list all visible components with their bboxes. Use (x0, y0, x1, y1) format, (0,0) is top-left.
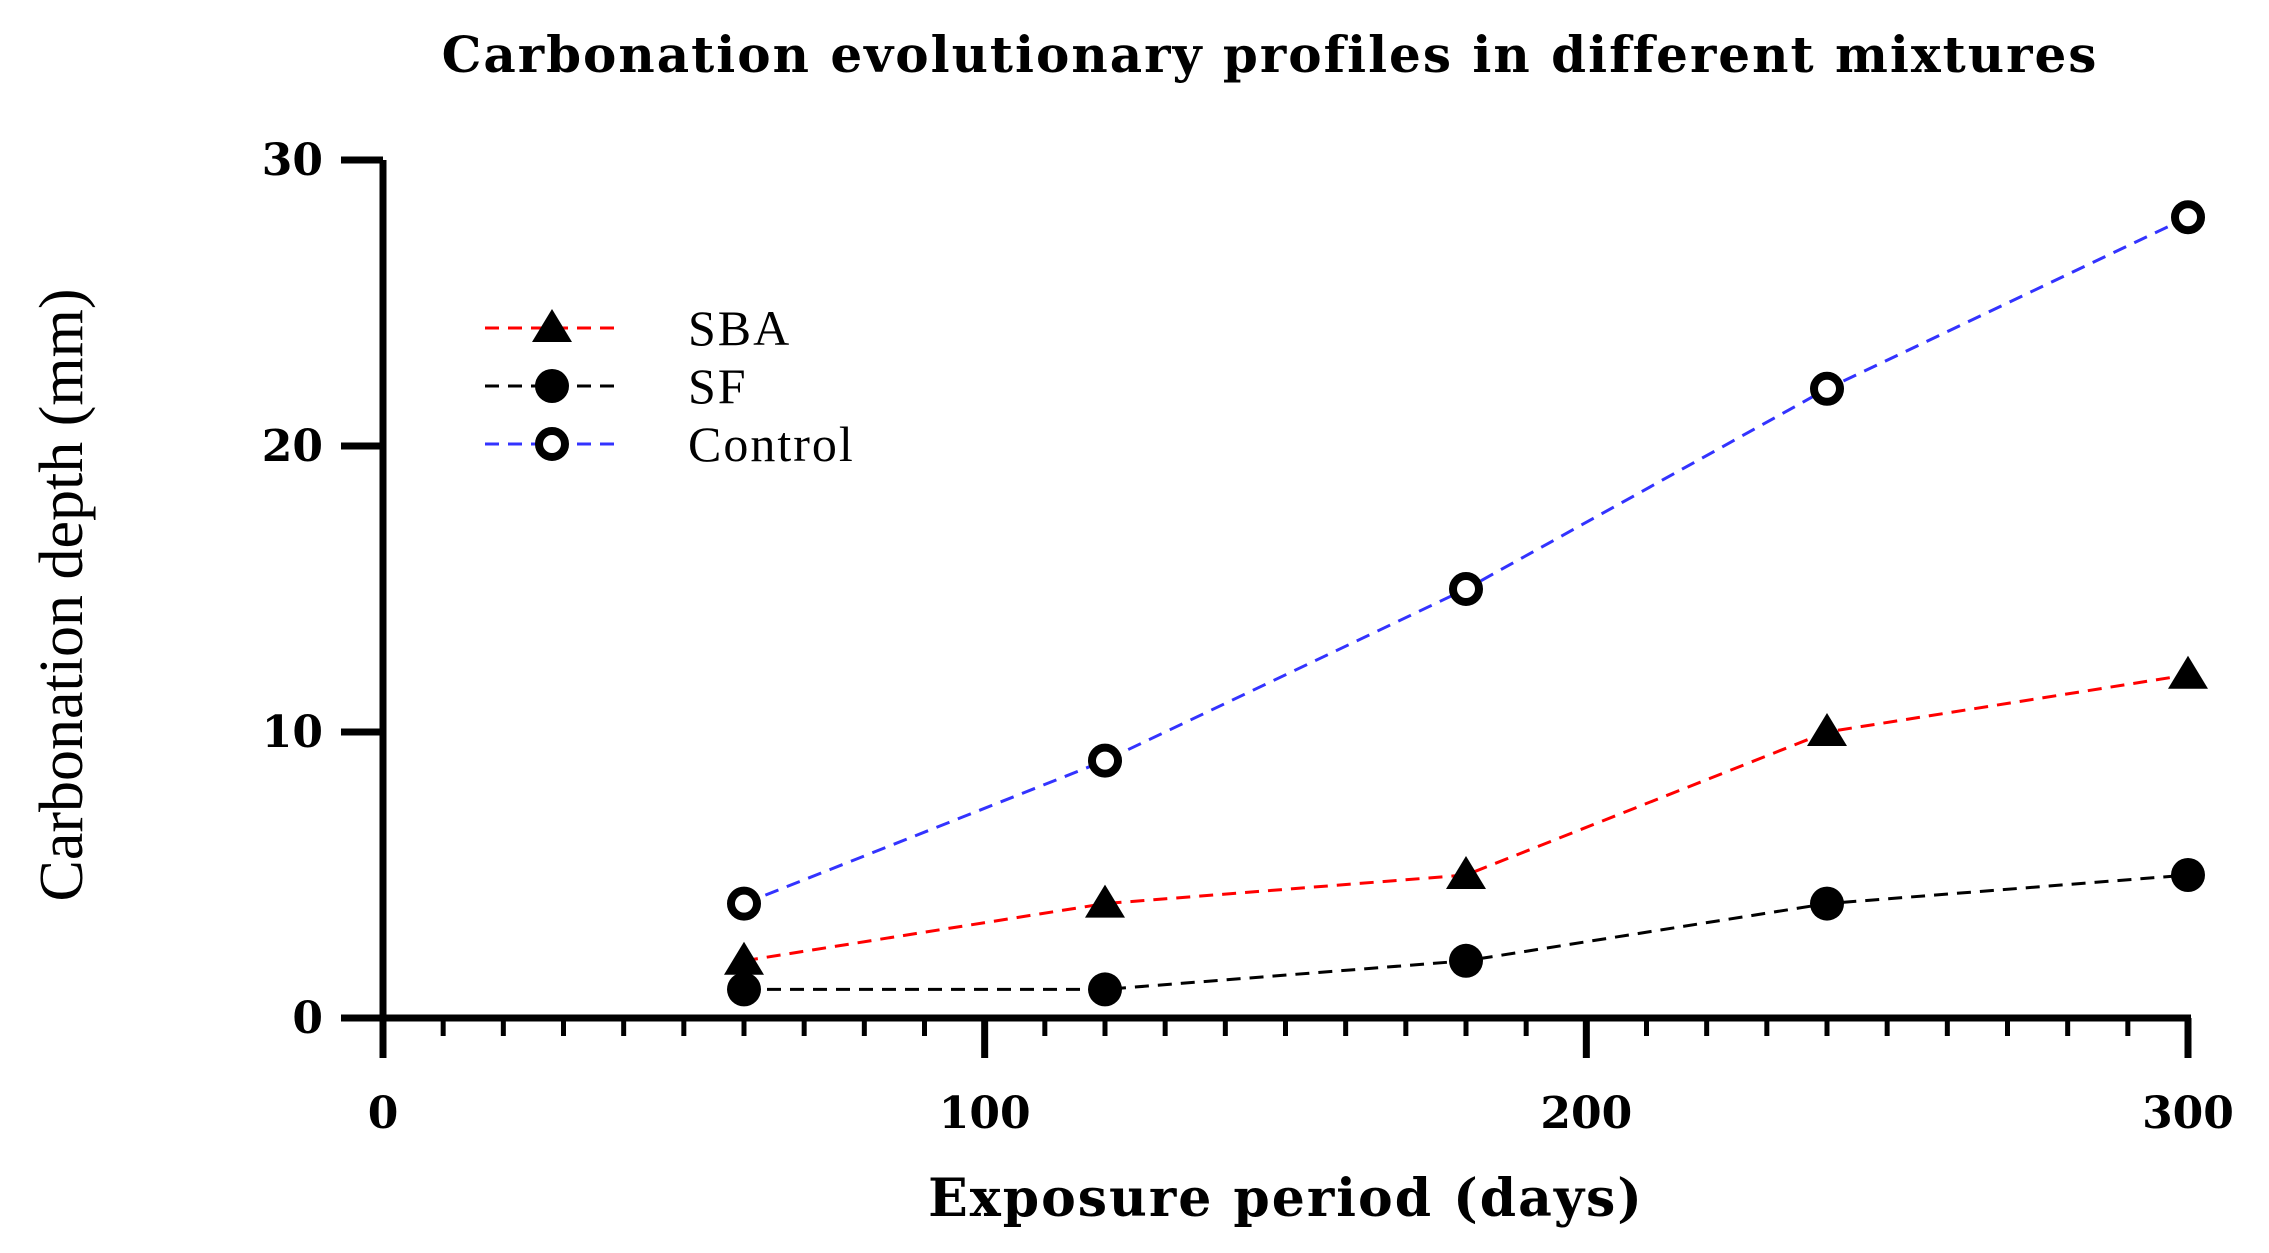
data-point-sba (1807, 713, 1847, 746)
series-line-sba (743, 673, 2189, 963)
legend-label-sba: SBA (688, 300, 791, 356)
data-point-sf (1088, 972, 1122, 1007)
data-point-sf (2171, 858, 2205, 892)
y-tick-label: 20 (262, 421, 323, 472)
y-tick-label: 10 (262, 707, 323, 758)
data-point-control (2171, 200, 2205, 235)
x-axis-label: Exposure period (days) (928, 1168, 1644, 1229)
x-tick-label: 300 (2142, 1088, 2234, 1139)
legend-label-sf: SF (688, 358, 748, 414)
legend-marker-sba (532, 309, 572, 342)
data-point-control (1810, 371, 1844, 406)
legend-marker-sf (535, 369, 569, 403)
data-point-sf (1449, 943, 1483, 978)
y-tick-label: 0 (292, 993, 323, 1044)
y-tick-label: 30 (262, 135, 323, 186)
x-tick-label: 200 (1540, 1088, 1632, 1139)
data-point-control (1088, 743, 1122, 778)
series-markers (724, 200, 2208, 1007)
chart-title: Carbonation evolutionary profiles in dif… (442, 25, 2099, 84)
legend-label-control: Control (688, 416, 855, 472)
x-tick-label: 0 (368, 1088, 399, 1139)
axes: 0 100 200 300 0 10 20 30 (262, 135, 2234, 1139)
data-point-control (727, 886, 761, 921)
series-line-control (743, 215, 2189, 905)
x-tick-label: 100 (939, 1088, 1031, 1139)
data-point-control (1449, 572, 1483, 606)
y-axis-label: Carbonation depth (mm) (28, 289, 96, 902)
data-point-sba (724, 941, 764, 975)
data-point-sf (1810, 886, 1844, 921)
legend-marker-control (535, 427, 569, 461)
data-point-sba (1446, 856, 1486, 889)
data-point-sba (2168, 655, 2208, 689)
data-point-sba (1085, 884, 1125, 918)
data-point-sf (727, 972, 761, 1007)
